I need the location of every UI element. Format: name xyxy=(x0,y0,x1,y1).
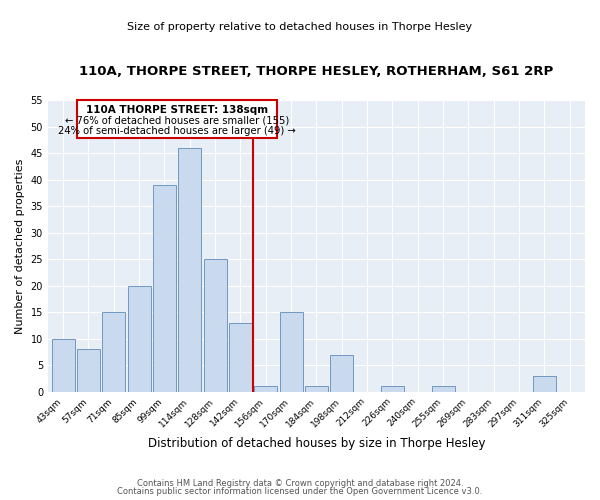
Bar xyxy=(77,350,100,392)
Text: 24% of semi-detached houses are larger (49) →: 24% of semi-detached houses are larger (… xyxy=(58,126,296,136)
Text: Contains public sector information licensed under the Open Government Licence v3: Contains public sector information licen… xyxy=(118,487,482,496)
X-axis label: Distribution of detached houses by size in Thorpe Hesley: Distribution of detached houses by size … xyxy=(148,437,485,450)
FancyBboxPatch shape xyxy=(77,100,277,138)
Text: Contains HM Land Registry data © Crown copyright and database right 2024.: Contains HM Land Registry data © Crown c… xyxy=(137,478,463,488)
Text: 110A THORPE STREET: 138sqm: 110A THORPE STREET: 138sqm xyxy=(86,104,268,115)
Bar xyxy=(254,386,277,392)
Bar xyxy=(331,354,353,392)
Bar xyxy=(432,386,455,392)
Bar xyxy=(533,376,556,392)
Text: ← 76% of detached houses are smaller (155): ← 76% of detached houses are smaller (15… xyxy=(65,116,289,126)
Bar xyxy=(381,386,404,392)
Bar xyxy=(305,386,328,392)
Title: 110A, THORPE STREET, THORPE HESLEY, ROTHERHAM, S61 2RP: 110A, THORPE STREET, THORPE HESLEY, ROTH… xyxy=(79,65,554,78)
Bar xyxy=(153,185,176,392)
Bar xyxy=(52,338,74,392)
Bar xyxy=(103,312,125,392)
Bar xyxy=(178,148,201,392)
Y-axis label: Number of detached properties: Number of detached properties xyxy=(15,158,25,334)
Bar xyxy=(229,323,252,392)
Bar xyxy=(280,312,302,392)
Bar xyxy=(128,286,151,392)
Bar xyxy=(204,259,227,392)
Text: Size of property relative to detached houses in Thorpe Hesley: Size of property relative to detached ho… xyxy=(127,22,473,32)
